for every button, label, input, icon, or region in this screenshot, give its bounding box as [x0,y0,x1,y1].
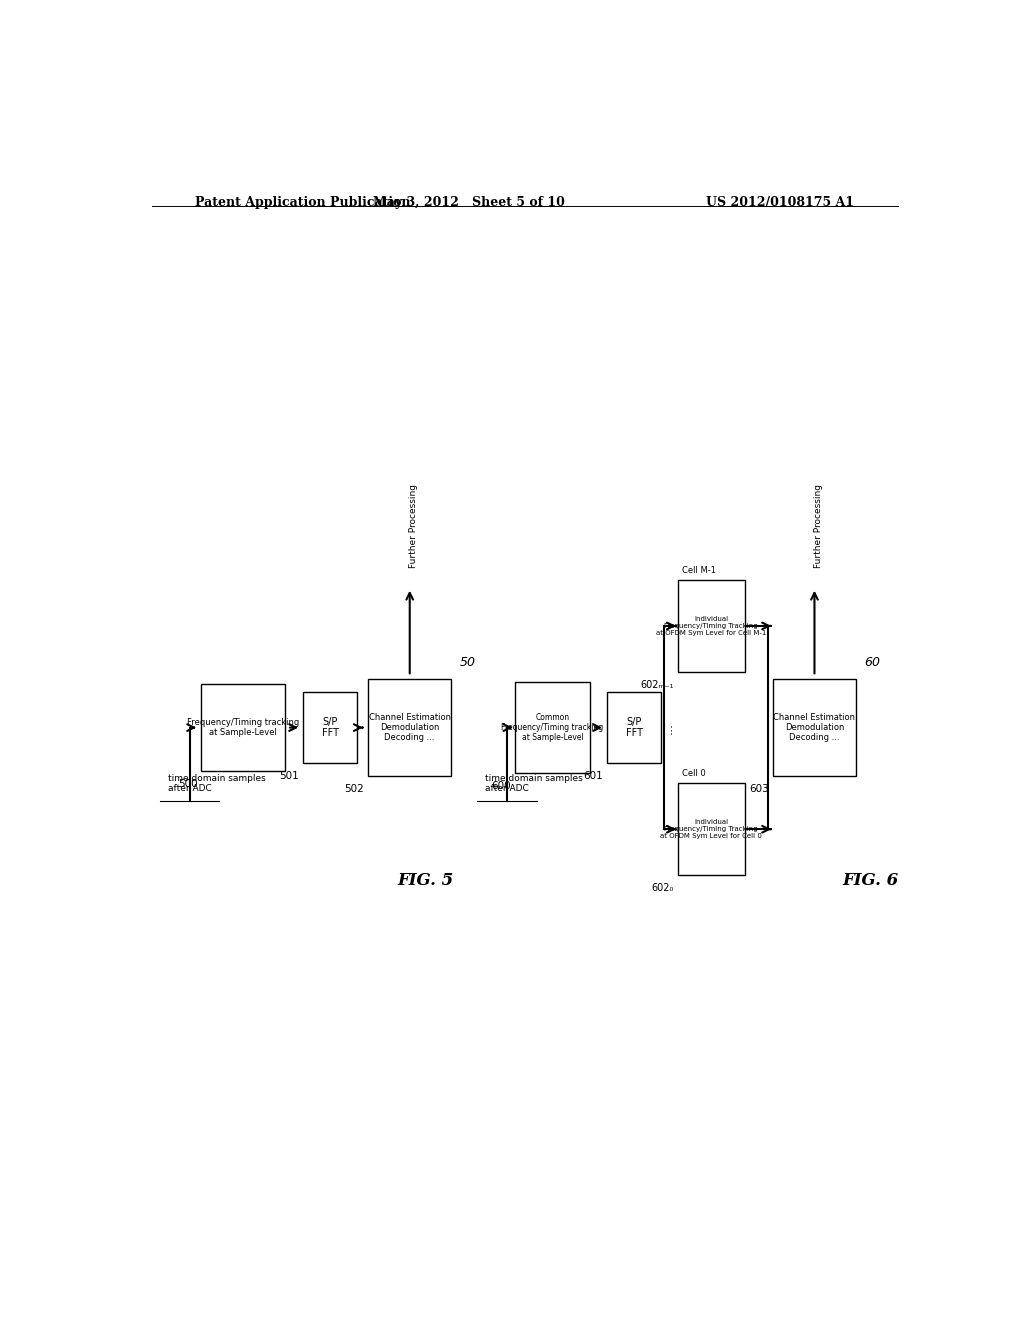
Text: FIG. 6: FIG. 6 [842,871,898,888]
Text: 50: 50 [460,656,475,669]
Text: US 2012/0108175 A1: US 2012/0108175 A1 [707,195,854,209]
Text: Channel Estimation
Demodulation
Decoding ...: Channel Estimation Demodulation Decoding… [773,713,855,742]
Bar [607,692,662,763]
Bar [678,784,745,875]
Text: ...: ... [662,722,674,734]
Text: Common
Frequency/Timing tracking
at Sample-Level: Common Frequency/Timing tracking at Samp… [502,713,604,742]
Text: Patent Application Publication: Patent Application Publication [196,195,411,209]
Text: 601: 601 [584,771,603,781]
Bar [678,581,745,672]
Text: 603: 603 [750,784,769,795]
Text: FIG. 5: FIG. 5 [397,871,454,888]
Text: S/P
FFT: S/P FFT [626,717,643,738]
Text: 602ₘ₋₁: 602ₘ₋₁ [640,680,674,690]
Bar [515,682,590,774]
Text: May 3, 2012   Sheet 5 of 10: May 3, 2012 Sheet 5 of 10 [374,195,565,209]
Bar [773,680,856,776]
Text: time domain samples
after ADC: time domain samples after ADC [485,774,583,793]
Text: Cell 0: Cell 0 [682,770,706,779]
Text: Channel Estimation
Demodulation
Decoding ...: Channel Estimation Demodulation Decoding… [369,713,451,742]
Text: time domain samples
after ADC: time domain samples after ADC [168,774,265,793]
Bar [368,680,452,776]
Text: Further Processing: Further Processing [814,483,823,568]
Text: Individual
Frequency/Timing Tracking
at OFDM Sym Level for Cell M-1: Individual Frequency/Timing Tracking at … [656,616,767,636]
Text: 60: 60 [864,656,880,669]
Text: Further Processing: Further Processing [410,483,418,568]
Text: S/P
FFT: S/P FFT [322,717,339,738]
Text: 602₀: 602₀ [651,883,674,894]
Text: Individual
Frequency/Timing Tracking
at OFDM Sym Level for Cell 0: Individual Frequency/Timing Tracking at … [660,820,762,840]
Text: Frequency/Timing tracking
at Sample-Level: Frequency/Timing tracking at Sample-Leve… [187,718,299,738]
Bar [303,692,357,763]
Text: 502: 502 [344,784,365,795]
Text: 500: 500 [178,779,198,789]
Text: 501: 501 [280,771,299,781]
Text: 600: 600 [492,781,511,792]
Text: Cell M-1: Cell M-1 [682,566,716,576]
Bar [202,684,285,771]
